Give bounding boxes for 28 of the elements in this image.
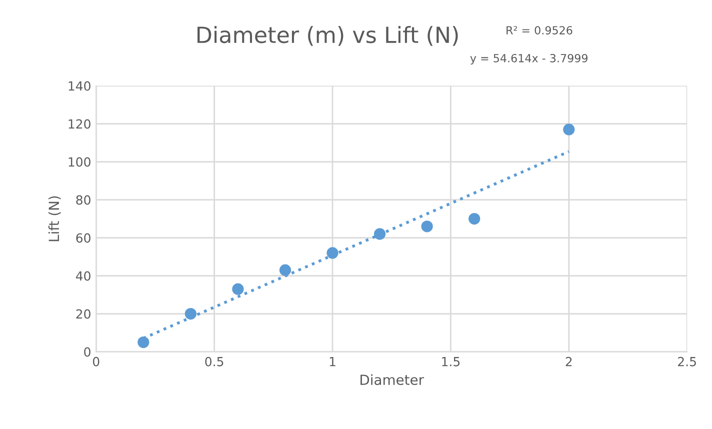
x-axis-title: Diameter	[360, 374, 424, 386]
y-tick-label: 120	[68, 119, 90, 129]
y-tick-label: 40	[76, 271, 90, 281]
x-tick-label: 0.5	[205, 356, 224, 366]
point	[374, 228, 386, 240]
point	[326, 247, 338, 259]
point	[468, 212, 480, 225]
text: y = 54.614x - 3.7999	[470, 54, 588, 65]
y-tick-label: 0	[84, 347, 90, 357]
text: R² = 0.9526	[506, 26, 572, 34]
y-tick-label: 20	[76, 309, 90, 319]
chart-title: Diameter (m) vs Lift (N)	[198, 26, 458, 46]
x-tick-label: 0	[92, 356, 100, 366]
y-tick-label: 140	[68, 81, 90, 91]
point	[421, 220, 433, 232]
point	[563, 124, 575, 136]
point	[232, 283, 244, 295]
point	[138, 336, 150, 348]
y-axis-title: Lift (N)	[48, 196, 61, 242]
point	[184, 308, 196, 320]
x-tick-label: 2	[566, 356, 572, 366]
y-tick-label: 80	[76, 195, 90, 205]
point	[279, 264, 292, 276]
x-tick-label: 1.5	[442, 357, 460, 366]
x-tick-label: 1	[330, 357, 336, 366]
y-tick-label: 60	[76, 233, 90, 243]
y-tick-label: 100	[68, 157, 90, 167]
x-tick-label: 2.5	[678, 356, 696, 366]
